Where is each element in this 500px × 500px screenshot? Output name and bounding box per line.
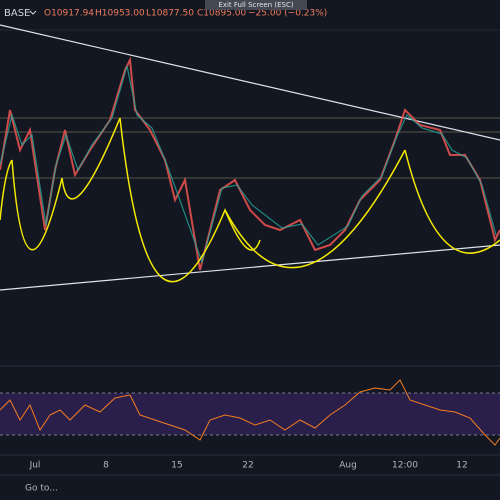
time-label: 15 bbox=[171, 461, 182, 471]
price-path bbox=[0, 56, 500, 271]
change: −25.00 (−0.23%) bbox=[248, 9, 327, 19]
price-path-alt bbox=[0, 65, 497, 265]
lower-trendline bbox=[0, 244, 500, 291]
ohlc-high: H10953.00 bbox=[95, 9, 145, 19]
tooltip-box bbox=[205, 0, 307, 10]
symbol: BASE bbox=[4, 8, 30, 19]
time-label: 8 bbox=[103, 461, 109, 471]
time-label: 12 bbox=[456, 461, 467, 471]
rsi-line bbox=[0, 379, 500, 446]
goto-button[interactable]: Go to... bbox=[25, 484, 58, 494]
ohlc-close: C10895.00 bbox=[197, 9, 247, 19]
rsi-band bbox=[0, 393, 500, 435]
time-label: Aug bbox=[339, 461, 357, 471]
time-axis: Jul 8 15 22 Aug 12:00 12 bbox=[29, 461, 468, 471]
ohlc-low: L10877.50 bbox=[146, 9, 194, 19]
time-label: Jul bbox=[29, 461, 41, 471]
symbol-chevron[interactable] bbox=[29, 10, 37, 15]
time-label: 22 bbox=[242, 461, 253, 471]
time-label: 12:00 bbox=[392, 461, 418, 471]
levels bbox=[0, 29, 500, 179]
tooltip: Exit Full Screen (ESC) bbox=[218, 1, 293, 9]
ohlc-open: O10917.94 bbox=[44, 9, 94, 19]
cup-patterns bbox=[0, 117, 500, 283]
